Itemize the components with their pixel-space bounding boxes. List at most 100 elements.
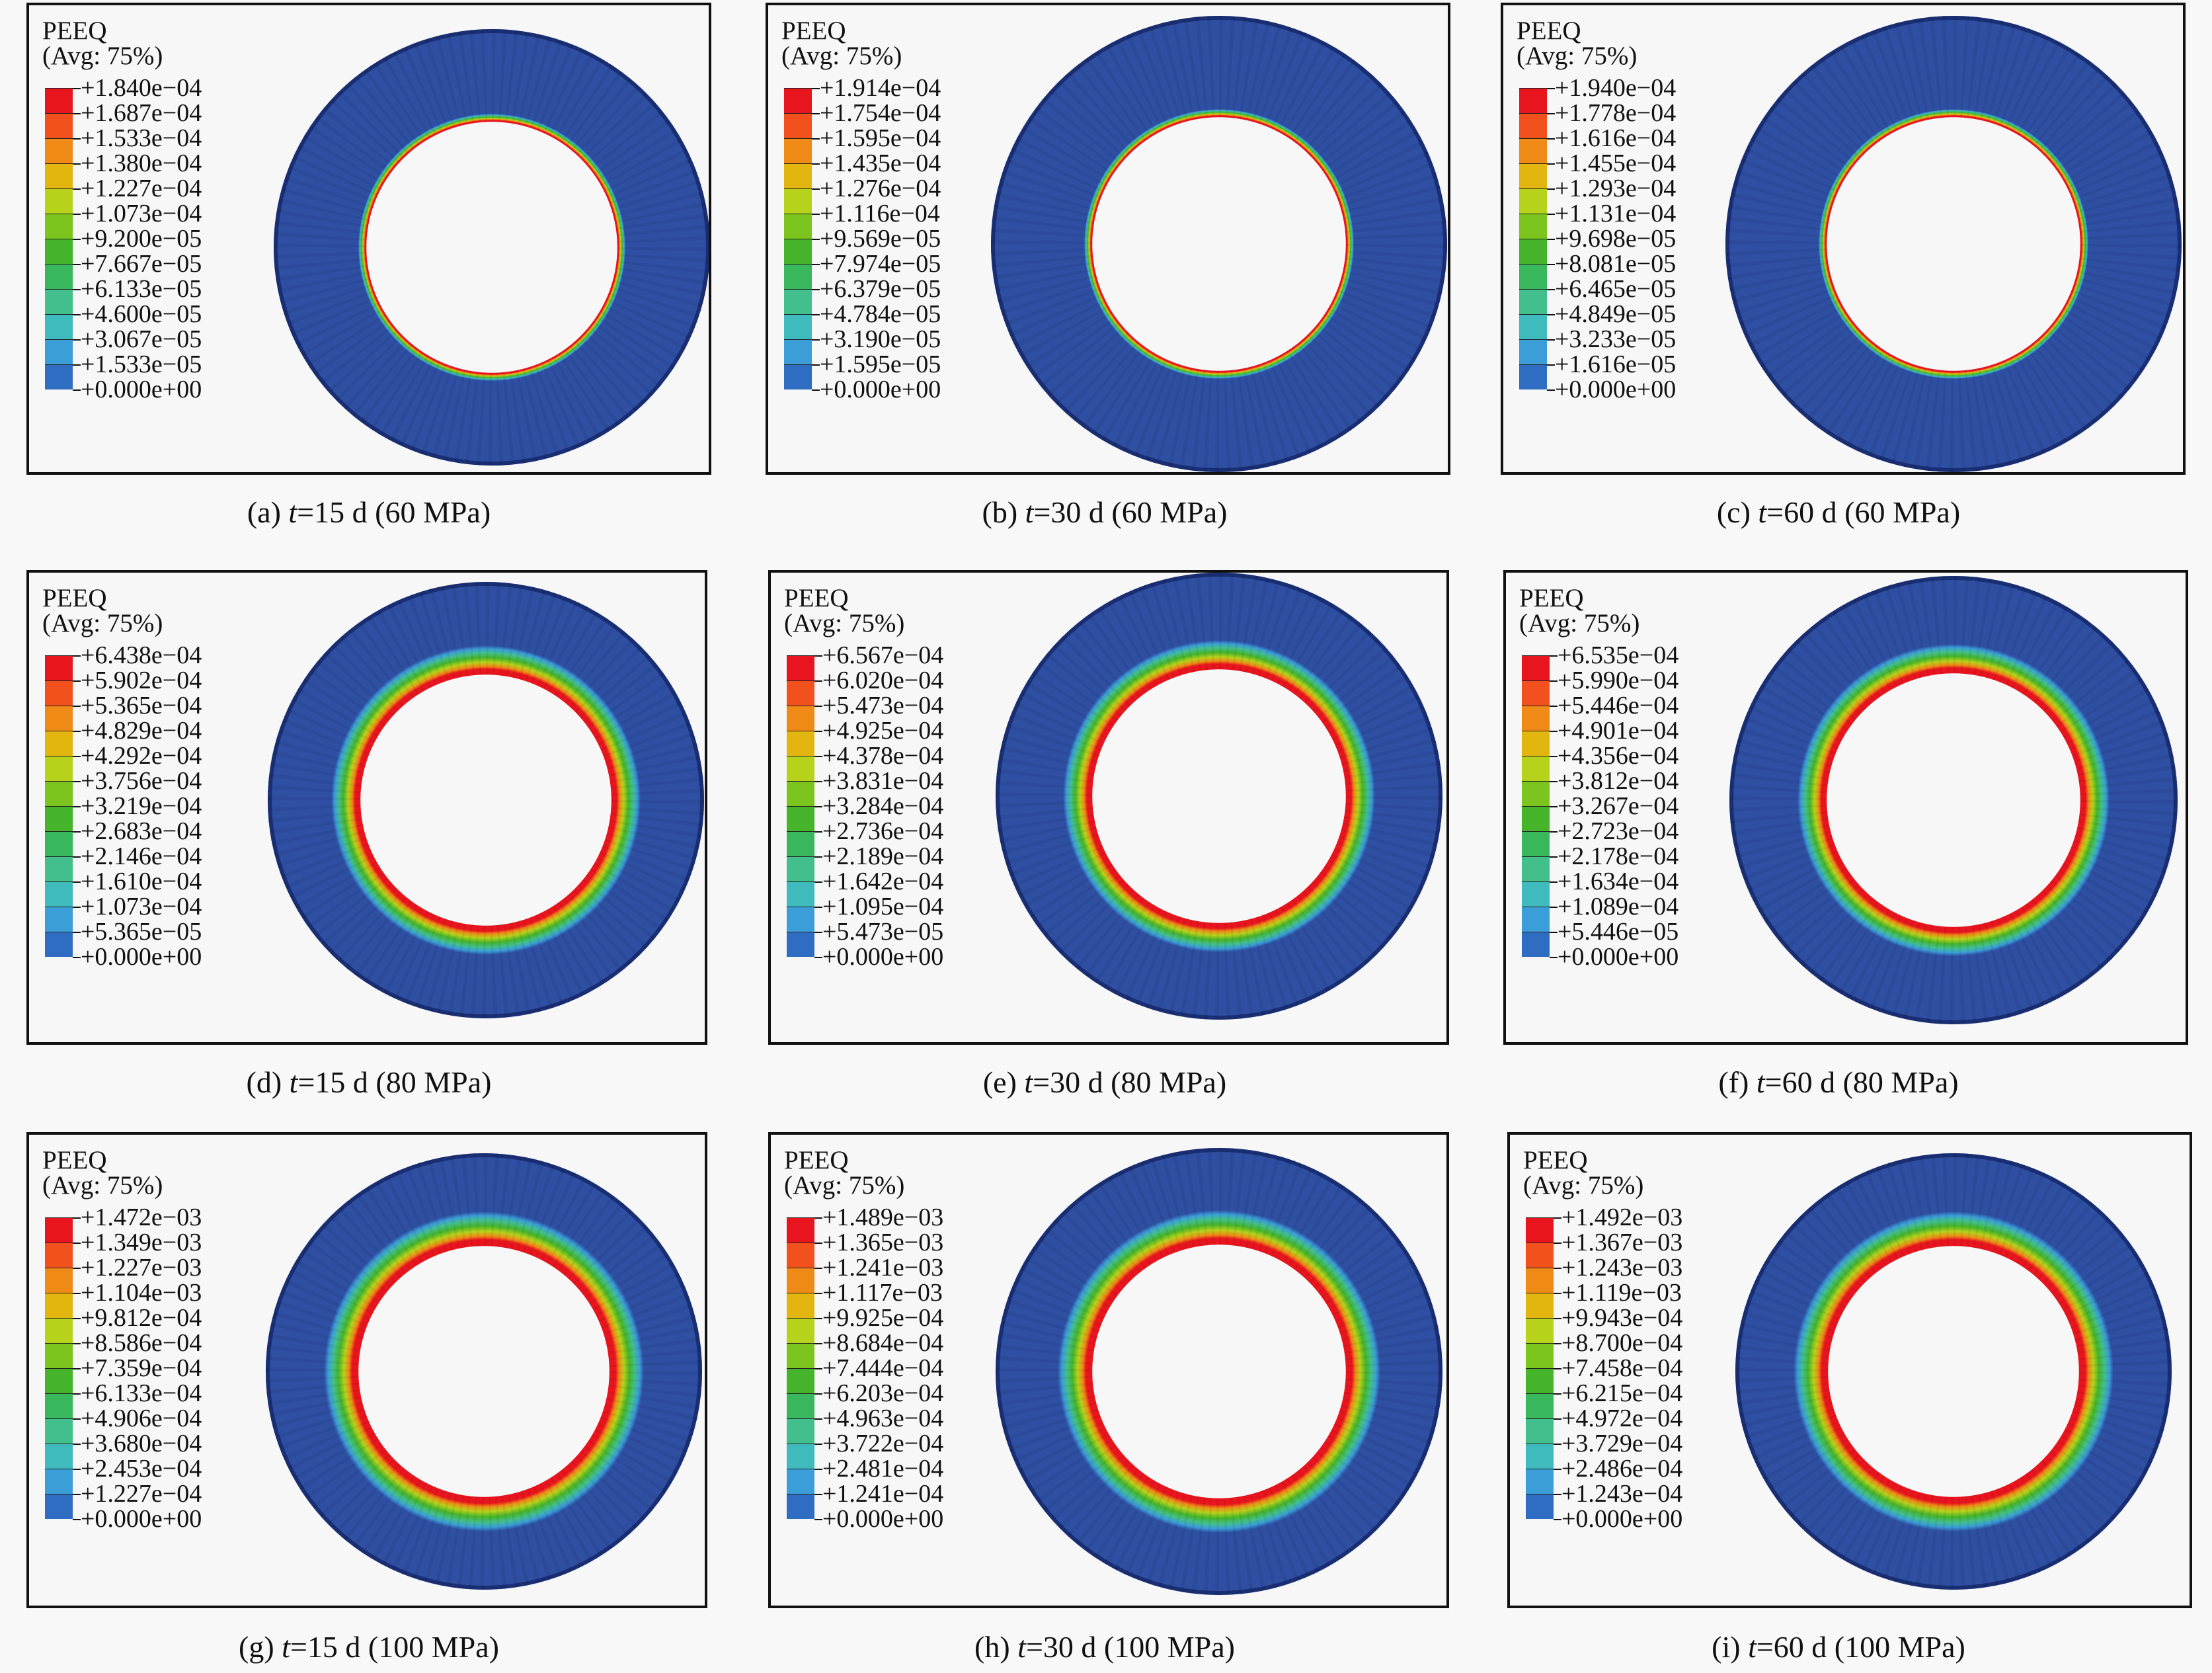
legend-swatch bbox=[787, 1393, 814, 1418]
legend-title: PEEQ bbox=[781, 17, 846, 45]
legend-level-label: +6.203e−04 bbox=[822, 1379, 944, 1407]
legend-tick bbox=[812, 239, 820, 240]
legend-level-label: +5.446e−04 bbox=[1558, 692, 1679, 719]
legend-tick bbox=[73, 1469, 81, 1470]
caption-letter: (c) bbox=[1716, 495, 1758, 529]
legend-swatch bbox=[45, 1418, 73, 1444]
legend-tick bbox=[814, 1343, 822, 1344]
legend-subtitle: (Avg: 75%) bbox=[781, 42, 902, 70]
panel-caption: (i) t=60 d (100 MPa) bbox=[1475, 1631, 2202, 1664]
legend-title: PEEQ bbox=[1519, 584, 1584, 612]
legend-tick bbox=[1547, 214, 1555, 215]
legend-tick bbox=[73, 339, 81, 341]
legend-level-label: +4.292e−04 bbox=[81, 742, 202, 770]
annulus-contour bbox=[266, 1153, 702, 1590]
legend-swatch bbox=[1519, 88, 1547, 113]
legend-level-label: +1.533e−05 bbox=[81, 350, 202, 378]
legend-level-label: +1.472e−03 bbox=[81, 1204, 202, 1231]
caption-pressure: (100 MPa) bbox=[1834, 1630, 1965, 1664]
legend-level-label: +1.241e−04 bbox=[822, 1480, 944, 1508]
legend-level-label: +2.736e−04 bbox=[822, 817, 944, 845]
legend-swatch bbox=[45, 1494, 73, 1519]
legend-tick bbox=[812, 289, 820, 290]
legend-level-label: +4.600e−05 bbox=[81, 300, 202, 328]
caption-time-symbol: t bbox=[288, 495, 297, 529]
caption-time: =15 d bbox=[297, 495, 375, 529]
contour-panel: PEEQ (Avg: 75%) +6.438e−04 +5.902e−04 +5.365… bbox=[26, 570, 707, 1045]
legend-level-label: +7.359e−04 bbox=[81, 1354, 202, 1382]
legend-tick bbox=[812, 264, 820, 265]
legend-level-label: +1.095e−04 bbox=[822, 893, 944, 920]
legend-tick bbox=[1547, 88, 1555, 89]
legend-tick bbox=[814, 756, 822, 757]
legend-swatch bbox=[45, 781, 73, 806]
legend-tick bbox=[1554, 1368, 1561, 1369]
legend-tick bbox=[73, 731, 81, 732]
legend-level-label: +3.831e−04 bbox=[822, 767, 944, 795]
legend-tick bbox=[814, 1393, 822, 1395]
legend-level-label: +0.000e+00 bbox=[1558, 943, 1679, 971]
legend-level-label: +1.940e−04 bbox=[1555, 74, 1677, 102]
legend-tick bbox=[1554, 1217, 1561, 1219]
legend-swatch bbox=[787, 1418, 814, 1444]
legend-swatch bbox=[1519, 163, 1547, 188]
legend-tick bbox=[814, 680, 822, 682]
legend-title: PEEQ bbox=[1523, 1146, 1588, 1174]
legend-scale: +1.489e−03 +1.365e−03 +1.241e−03 +1.117e−03… bbox=[784, 1204, 1022, 1531]
legend-swatch bbox=[45, 907, 73, 932]
legend-level-label: +3.812e−04 bbox=[1558, 767, 1679, 795]
legend-tick bbox=[812, 163, 820, 165]
legend-swatch bbox=[1519, 239, 1547, 264]
legend-tick bbox=[73, 1217, 81, 1219]
legend-swatch bbox=[45, 1343, 73, 1368]
legend-swatch bbox=[1522, 932, 1550, 957]
legend-swatch bbox=[45, 1217, 73, 1243]
legend-tick bbox=[73, 1343, 81, 1344]
legend-tick bbox=[1550, 731, 1558, 732]
contour-panel: PEEQ (Avg: 75%) +1.492e−03 +1.367e−03 +1.243… bbox=[1507, 1132, 2192, 1608]
legend-level-label: +0.000e+00 bbox=[822, 1505, 944, 1533]
legend-tick bbox=[1547, 113, 1555, 114]
legend-swatch bbox=[787, 1469, 814, 1494]
legend-swatch bbox=[45, 1444, 73, 1469]
legend-tick bbox=[73, 1243, 81, 1244]
caption-time-symbol: t bbox=[1758, 495, 1767, 529]
legend-tick bbox=[73, 138, 81, 140]
mesh-texture bbox=[991, 16, 1447, 472]
legend-level-label: +4.356e−04 bbox=[1558, 742, 1679, 770]
legend-tick bbox=[73, 1268, 81, 1269]
legend-tick bbox=[1550, 806, 1558, 807]
legend-tick bbox=[73, 113, 81, 114]
legend-swatch bbox=[45, 1368, 73, 1393]
legend-swatch bbox=[1526, 1268, 1554, 1293]
legend-level-label: +7.667e−05 bbox=[81, 250, 202, 278]
legend-swatch bbox=[45, 806, 73, 831]
legend-scale: +6.438e−04 +5.902e−04 +5.365e−04 +4.829e−04… bbox=[42, 643, 280, 969]
legend-tick bbox=[814, 831, 822, 833]
legend-level-label: +8.081e−05 bbox=[1555, 250, 1677, 278]
legend-title: PEEQ bbox=[42, 17, 107, 45]
legend-level-label: +9.812e−04 bbox=[81, 1304, 202, 1332]
mesh-texture bbox=[274, 29, 709, 466]
legend-level-label: +1.595e−05 bbox=[820, 350, 941, 378]
annulus-contour bbox=[991, 16, 1447, 472]
legend-tick bbox=[814, 806, 822, 807]
legend-swatch bbox=[1526, 1318, 1554, 1343]
panel-caption: (a) t=15 d (60 MPa) bbox=[5, 496, 732, 529]
legend-subtitle: (Avg: 75%) bbox=[42, 1171, 163, 1200]
legend-tick bbox=[814, 731, 822, 732]
contour-panel: PEEQ (Avg: 75%) +1.940e−04 +1.778e−04 +1.616… bbox=[1501, 3, 2186, 475]
legend-level-label: +1.489e−03 bbox=[822, 1204, 944, 1231]
legend-tick bbox=[1554, 1519, 1561, 1520]
legend-swatch bbox=[1522, 806, 1550, 831]
caption-time: =60 d bbox=[1756, 1630, 1835, 1664]
legend-tick bbox=[1550, 756, 1558, 757]
legend-swatch bbox=[45, 932, 73, 957]
legend-swatch bbox=[45, 680, 73, 706]
legend-tick bbox=[1547, 188, 1555, 190]
legend-level-label: +4.378e−04 bbox=[822, 742, 944, 770]
legend-swatch bbox=[45, 314, 73, 339]
legend-tick bbox=[73, 1494, 81, 1495]
legend-level-label: +1.610e−04 bbox=[81, 868, 202, 895]
legend-subtitle: (Avg: 75%) bbox=[784, 1171, 905, 1200]
